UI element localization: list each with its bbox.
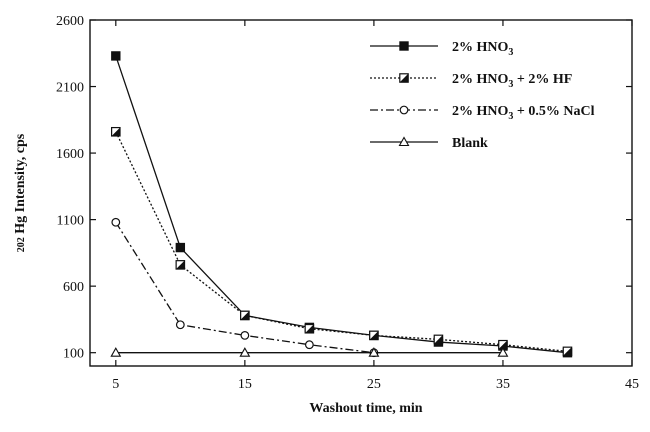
legend-marker (399, 73, 409, 83)
data-point (110, 347, 122, 357)
legend-marker (399, 105, 409, 115)
x-axis: 5 15 25 35 45 (112, 20, 639, 392)
y-tick-label: 2100 (56, 81, 84, 96)
legend-item: Blank (370, 136, 488, 151)
series-line (115, 221, 374, 354)
series-3 (111, 217, 379, 358)
x-tick-label: 15 (238, 377, 252, 392)
legend-item: 2% HNO3 (370, 40, 513, 58)
legend-label: 2% HNO3 (452, 40, 513, 58)
data-point (111, 51, 121, 61)
data-point (175, 260, 186, 270)
x-tick-label: 25 (367, 377, 381, 392)
data-point (175, 242, 186, 253)
x-tick-label: 45 (625, 377, 639, 392)
data-point (368, 347, 380, 357)
y-tick-label: 2600 (56, 14, 84, 29)
legend-item: 2% HNO3 + 2% HF (370, 72, 572, 90)
data-point (239, 347, 251, 357)
legend: 2% HNO3 2% HNO3 + 2% HF 2% HNO3 + 0.5% NaC… (370, 40, 595, 151)
y-tick-label: 600 (63, 280, 84, 295)
series-line (115, 131, 568, 353)
legend-marker (398, 136, 410, 147)
legend-label: 2% HNO3 + 2% HF (452, 72, 572, 90)
series-2 (111, 126, 573, 357)
y-tick-label: 100 (63, 347, 84, 362)
y-tick-label: 1600 (56, 147, 84, 162)
data-point (304, 323, 315, 334)
x-tick-label: 35 (496, 377, 510, 392)
plot-area (89, 19, 633, 367)
x-axis-label: Washout time, min (309, 401, 422, 416)
series-4 (110, 347, 509, 357)
legend-label: 2% HNO3 + 0.5% NaCl (452, 104, 595, 122)
data-point (111, 126, 121, 137)
data-point (433, 334, 444, 345)
y-axis: 100 600 1100 1600 2100 2600 (56, 14, 632, 362)
data-point (240, 310, 250, 321)
series-line (115, 55, 568, 354)
data-point (369, 330, 379, 341)
data-point (497, 347, 509, 357)
legend-label: Blank (452, 136, 488, 151)
legend-marker (399, 41, 409, 51)
series-1 (111, 51, 573, 358)
y-axis-label-prefix: 202 (16, 237, 27, 252)
legend-item: 2% HNO3 + 0.5% NaCl (370, 104, 595, 122)
data-point (111, 217, 121, 227)
y-axis-label-main: Hg Intensity, cps (13, 133, 28, 234)
y-axis-label: 202 Hg Intensity, cps (13, 133, 28, 252)
y-tick-label: 1100 (57, 214, 84, 229)
data-point (562, 346, 573, 357)
data-point (240, 330, 250, 340)
x-tick-label: 5 (112, 377, 119, 392)
data-point (304, 340, 314, 350)
plot-frame (89, 19, 633, 367)
data-point (175, 320, 185, 330)
